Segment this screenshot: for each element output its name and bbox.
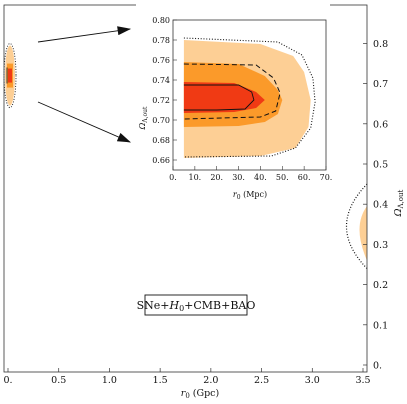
inset-y-tick-label: 0.74 [152, 76, 170, 85]
inset-x-tick-label: 70. [320, 173, 333, 182]
main-x-tick-label: 3.5 [355, 375, 370, 386]
inset-y-tick-label: 0.70 [152, 116, 170, 125]
dataset-annotation: SNe+H0+CMB+BAO [137, 294, 256, 316]
inset-x-tick-label: 20. [210, 173, 223, 182]
large-r0-region-light [359, 206, 367, 261]
inset-plot-frame [172, 19, 327, 171]
inset-y-tick-label: 0.66 [152, 156, 170, 165]
inset-y-axis: 0.66 0.68 0.70 0.72 0.74 0.76 0.78 0.80 [152, 16, 177, 165]
main-y-tick-label: 0.6 [373, 119, 388, 130]
inset-y-tick-label: 0.80 [152, 16, 170, 25]
main-x-tick-label: 3.0 [305, 375, 320, 386]
inset-x-tick-label: 50. [276, 173, 289, 182]
annotation-text: SNe+H0+CMB+BAO [137, 299, 256, 313]
inset-y-tick-label: 0.68 [152, 136, 170, 145]
inset-y-axis-label: ΩΛ,out [138, 106, 149, 130]
main-x-tick-label: 1.5 [153, 375, 168, 386]
inset-x-tick-label: 40. [254, 173, 267, 182]
main-y-tick-label: 0.8 [373, 39, 388, 50]
main-x-tick-label: 1.0 [102, 375, 117, 386]
inset-y-tick-label: 0.76 [152, 56, 170, 65]
inset-y-tick-label: 0.72 [152, 96, 170, 105]
main-y-tick-label: 0.3 [373, 240, 388, 251]
main-x-tick-label: 0. [3, 375, 12, 386]
inset-contour-dashed [183, 63, 281, 120]
inset-x-tick-label: 0. [169, 173, 177, 182]
main-x-axis-label: r0 (Gpc) [181, 388, 219, 400]
small-r0-region-dotted [3, 42, 17, 109]
main-y-tick-label: 0.7 [373, 79, 388, 90]
inset-y-tick-label: 0.78 [152, 36, 170, 45]
inset-x-axis: 0. 10. 20. 30. 40. 50. 60. 70. [169, 166, 332, 182]
main-y-axis: 0. 0.1 0.2 0.3 0.4 0.5 0.6 0.7 0.8 [363, 39, 388, 372]
main-y-tick-label: 0.5 [373, 160, 388, 171]
main-y-tick-label: 0.2 [373, 280, 388, 291]
small-r0-region-dark [8, 68, 12, 83]
inset-contour-solid [183, 84, 255, 111]
main-y-axis-label: ΩΛ,out [393, 189, 405, 217]
inset-x-tick-label: 60. [298, 173, 311, 182]
annotation-box [144, 294, 248, 316]
zoom-arrow-lower [37, 101, 132, 143]
zoom-arrow-upper [37, 26, 132, 43]
inset-contour-dark [183, 82, 265, 113]
main-y-tick-label: 0. [373, 361, 382, 372]
inset-x-tick-label: 10. [188, 173, 201, 182]
main-x-axis: 0. 0.5 1.0 1.5 2.0 2.5 3.0 3.5 [3, 368, 371, 386]
main-y-tick-label: 0.1 [373, 320, 388, 331]
main-x-tick-label: 0.5 [51, 375, 66, 386]
inset-x-tick-label: 30. [232, 173, 245, 182]
inset-contours [183, 37, 316, 158]
inset-x-axis-label: r0 (Mpc) [233, 190, 267, 201]
main-y-tick-label: 0.4 [373, 200, 388, 211]
inset-panel: 0. 10. 20. 30. 40. 50. 60. 70. 0.66 0.68 0.70 0.72… [136, 0, 332, 212]
large-r0-region-dotted [346, 183, 368, 269]
main-x-tick-label: 2.5 [254, 375, 269, 386]
main-contour-regions [3, 42, 368, 269]
main-x-tick-label: 2.0 [203, 375, 218, 386]
inset-contour-dotted [183, 37, 316, 158]
